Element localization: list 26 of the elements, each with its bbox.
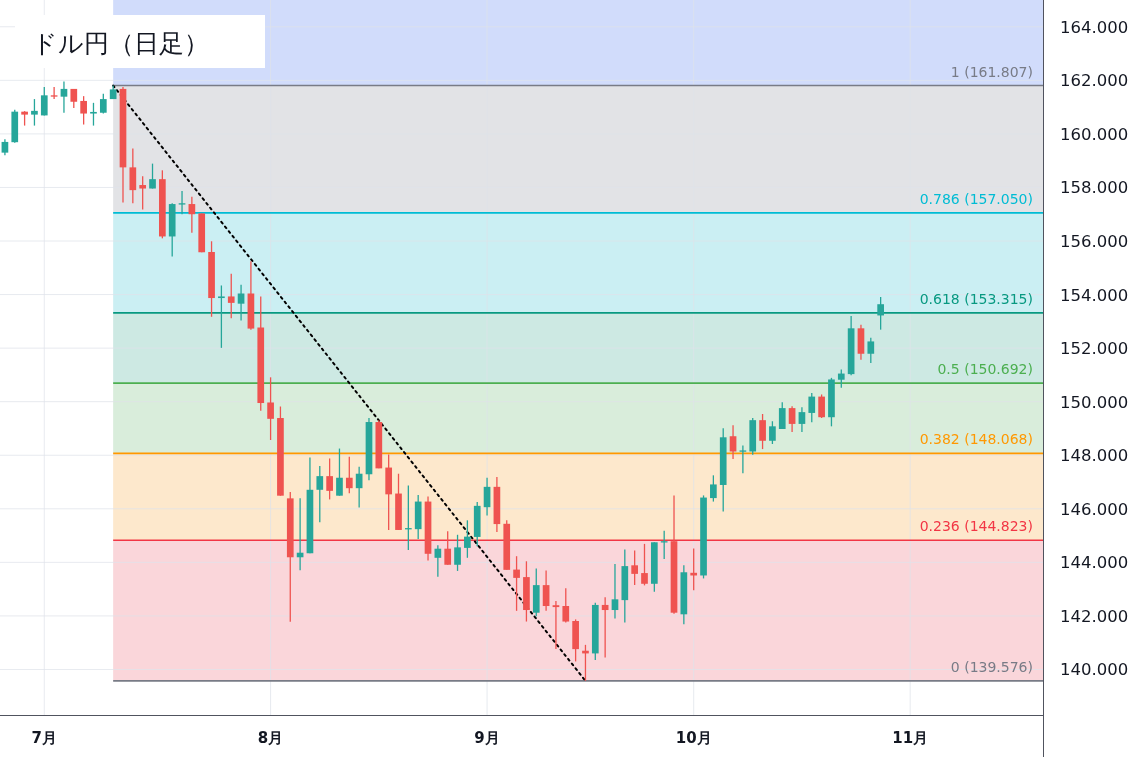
x-tick-label: 7月	[31, 729, 57, 747]
y-tick-label: 160.000	[1060, 124, 1129, 144]
x-tick-label: 8月	[257, 729, 284, 747]
y-tick-label: 158.000	[1060, 178, 1129, 198]
ref-line-label: 0.5 (150.692)	[937, 361, 1033, 378]
ref-line-label: 1 (161.807)	[950, 63, 1033, 80]
y-tick-label: 148.000	[1060, 446, 1129, 466]
y-tick-label: 140.000	[1060, 660, 1129, 680]
y-tick-label: 152.000	[1060, 339, 1129, 359]
y-tick-label: 142.000	[1060, 606, 1129, 626]
x-tick-label: 9月	[474, 729, 500, 747]
y-tick-label: 162.000	[1060, 71, 1129, 91]
ref-line-label: 0 (139.576)	[950, 658, 1033, 675]
y-tick-label: 156.000	[1060, 232, 1129, 252]
y-tick-label: 150.000	[1060, 392, 1129, 412]
y-tick-label: 164.000	[1060, 17, 1129, 37]
y-tick-label: 146.000	[1060, 499, 1129, 519]
x-tick-label: 10月	[675, 729, 712, 747]
y-tick-label: 144.000	[1060, 553, 1129, 573]
ref-line-label: 0.618 (153.315)	[919, 290, 1033, 307]
x-tick-label: 11月	[892, 729, 929, 747]
title: ドル円（日足）	[15, 15, 265, 68]
ref-line-label: 0.382 (148.068)	[919, 431, 1033, 448]
ref-line-label: 0.786 (157.050)	[919, 190, 1033, 207]
ref-line-label: 0.236 (144.823)	[919, 518, 1033, 535]
y-tick-label: 154.000	[1060, 285, 1129, 305]
